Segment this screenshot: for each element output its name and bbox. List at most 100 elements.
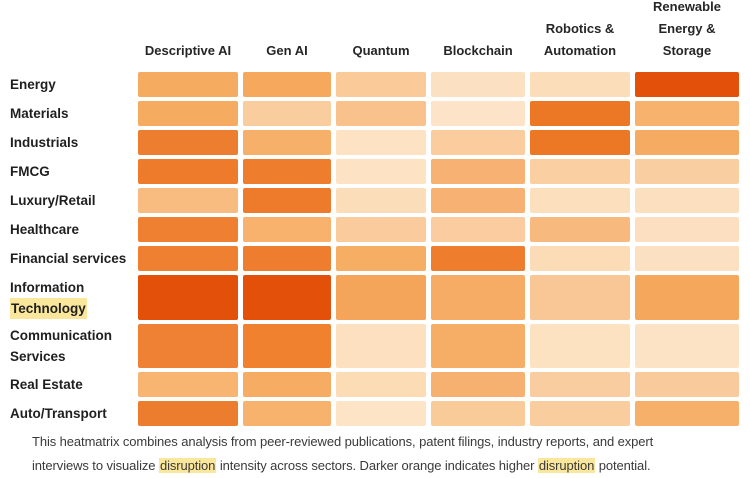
heatmap-cell: [243, 401, 331, 426]
caption-highlighted-term: disruption: [158, 458, 217, 473]
heatmap-cell: [530, 324, 630, 368]
heatmap-cell: [530, 275, 630, 320]
heatmap-cell: [138, 188, 238, 213]
caption-text: potential.: [595, 458, 651, 473]
row-label-line: Financial services: [10, 251, 127, 266]
column-header-2: Quantum: [336, 0, 426, 68]
row-label-line: Healthcare: [10, 222, 80, 237]
heatmap-cell: [530, 159, 630, 184]
heatmap-cell: [635, 130, 739, 155]
column-header-3: Blockchain: [431, 0, 525, 68]
column-header-line: Descriptive AI: [144, 43, 232, 58]
row-label-line: Energy: [10, 77, 56, 92]
heatmap-cell: [243, 72, 331, 97]
column-header-line: Robotics &: [545, 21, 615, 36]
heatmap-cell: [243, 130, 331, 155]
row-label-4: Luxury/Retail: [0, 188, 133, 213]
row-label-line: Auto/Transport: [10, 406, 107, 421]
heatmap-cell: [138, 246, 238, 271]
heatmap-cell: [530, 246, 630, 271]
heatmap-cell: [138, 101, 238, 126]
heatmap-cell: [243, 188, 331, 213]
row-label-9: Real Estate: [0, 372, 133, 397]
heatmap-cell: [336, 188, 426, 213]
row-label-8: Communication Services: [0, 324, 133, 368]
column-header-0: Descriptive AI: [138, 0, 238, 68]
heatmap-cell: [431, 159, 525, 184]
row-label-line: Materials: [10, 106, 69, 121]
heatmap-cell: [431, 246, 525, 271]
heatmap-cell: [431, 324, 525, 368]
column-header-line: Storage: [662, 43, 712, 58]
heatmap-grid: Descriptive AI Gen AI Quantum Blockchain Rob…: [0, 0, 739, 426]
heatmap-cell: [431, 72, 525, 97]
heatmap-cell: [336, 159, 426, 184]
heatmap-cell: [336, 401, 426, 426]
caption-text: interviews to visualize: [32, 458, 159, 473]
heatmap-cell: [243, 246, 331, 271]
heatmap-cell: [243, 217, 331, 242]
caption: This heatmatrix combines analysis from p…: [32, 430, 750, 478]
heatmap-cell: [530, 372, 630, 397]
heatmap-cell: [530, 72, 630, 97]
row-label-line: Communication: [10, 328, 113, 343]
heatmap-cell: [431, 101, 525, 126]
heatmap-cell: [635, 72, 739, 97]
heatmap-cell: [138, 159, 238, 184]
column-header-line: Blockchain: [443, 43, 513, 58]
caption-line-0: This heatmatrix combines analysis from p…: [32, 430, 750, 454]
row-label-3: FMCG: [0, 159, 133, 184]
column-header-line: Automation: [543, 43, 617, 58]
heatmap-cell: [431, 275, 525, 320]
heatmap-cell: [635, 324, 739, 368]
heatmap-cell: [530, 101, 630, 126]
heatmap-cell: [243, 101, 331, 126]
row-label-2: Industrials: [0, 130, 133, 155]
heatmap-cell: [138, 401, 238, 426]
heatmap-cell: [336, 217, 426, 242]
row-label-line: Information: [10, 279, 85, 295]
heatmap-cell: [635, 246, 739, 271]
row-label-1: Materials: [0, 101, 133, 126]
heatmap-cell: [243, 372, 331, 397]
row-label-line: Real Estate: [10, 377, 83, 392]
heatmap-cell: [635, 159, 739, 184]
heatmap-cell: [431, 217, 525, 242]
heatmap-cell: [431, 188, 525, 213]
heatmap-cell: [431, 130, 525, 155]
row-label-10: Auto/Transport: [0, 401, 133, 426]
column-header-line: Quantum: [352, 43, 410, 58]
row-label-line: Services: [10, 349, 66, 364]
heatmap-cell: [138, 217, 238, 242]
heatmap-cell: [243, 324, 331, 368]
heatmap-cell: [530, 401, 630, 426]
heatmap-cell: [530, 188, 630, 213]
caption-highlighted-term: disruption: [537, 458, 596, 473]
heatmap-cell: [635, 217, 739, 242]
heatmap-cell: [336, 101, 426, 126]
heatmap-cell: [530, 217, 630, 242]
heatmap-cell: [138, 72, 238, 97]
row-label-5: Healthcare: [0, 217, 133, 242]
heatmap-cell: [336, 372, 426, 397]
heatmap-cell: [336, 246, 426, 271]
heatmap-cell: [431, 372, 525, 397]
heatmap-cell: [431, 401, 525, 426]
heatmap-cell: [635, 275, 739, 320]
row-label-line: Luxury/Retail: [10, 193, 96, 208]
column-header-1: Gen AI: [243, 0, 331, 68]
corner-spacer: [0, 0, 133, 68]
row-label-0: Energy: [0, 72, 133, 97]
row-label-6: Financial services: [0, 246, 133, 271]
column-header-4: Robotics & Automation: [530, 0, 630, 68]
row-label-line: FMCG: [10, 164, 50, 179]
heatmap-cell: [530, 130, 630, 155]
caption-text: intensity across sectors. Darker orange …: [216, 458, 538, 473]
heatmap-cell: [243, 159, 331, 184]
heatmap-cell: [635, 401, 739, 426]
column-header-line: Gen AI: [266, 43, 308, 58]
heatmap-cell: [336, 275, 426, 320]
heatmap-cell: [243, 275, 331, 320]
row-label-line-highlighted: Technology: [10, 297, 87, 319]
